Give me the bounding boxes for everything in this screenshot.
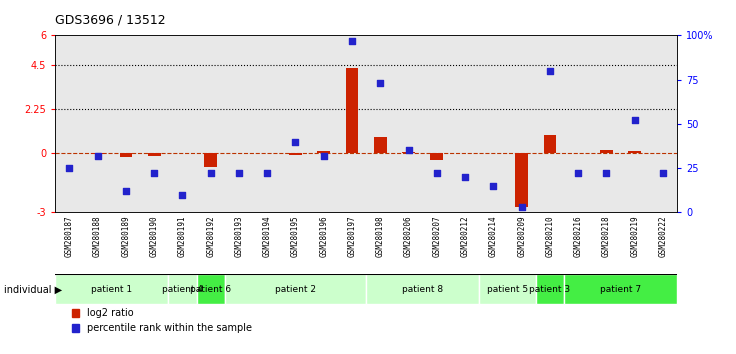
Text: patient 2: patient 2	[275, 285, 316, 294]
Point	[431, 171, 443, 176]
Bar	[629, 151, 641, 153]
Bar	[197, 274, 224, 304]
Point	[261, 171, 273, 176]
Text: patient 7: patient 7	[600, 285, 641, 294]
Point	[516, 204, 528, 210]
Bar	[431, 153, 443, 160]
Point	[92, 153, 104, 159]
Bar	[91, 153, 104, 154]
Point	[657, 171, 669, 176]
Bar	[600, 150, 613, 153]
Text: GSM280210: GSM280210	[545, 216, 554, 257]
Text: GDS3696 / 13512: GDS3696 / 13512	[55, 13, 166, 27]
Legend: log2 ratio, percentile rank within the sample: log2 ratio, percentile rank within the s…	[68, 304, 256, 337]
Point	[487, 183, 499, 189]
Bar	[289, 153, 302, 155]
Point	[459, 174, 471, 180]
Text: GSM280207: GSM280207	[432, 216, 442, 257]
Text: patient 5: patient 5	[487, 285, 528, 294]
Point	[375, 80, 386, 86]
Point	[403, 148, 414, 153]
Point	[573, 171, 584, 176]
Text: GSM280196: GSM280196	[319, 216, 328, 257]
Bar	[317, 151, 330, 153]
Bar	[224, 274, 366, 304]
Bar	[479, 274, 536, 304]
Text: GSM280187: GSM280187	[65, 216, 74, 257]
Bar	[148, 153, 160, 156]
Text: GSM280219: GSM280219	[630, 216, 640, 257]
Bar	[374, 137, 386, 153]
Bar	[346, 68, 358, 153]
Bar	[564, 274, 677, 304]
Text: GSM280188: GSM280188	[93, 216, 102, 257]
Bar	[119, 153, 132, 157]
Point	[544, 68, 556, 74]
Bar	[544, 135, 556, 153]
Text: GSM280194: GSM280194	[263, 216, 272, 257]
Bar	[515, 153, 528, 207]
Bar	[366, 274, 479, 304]
Text: GSM280189: GSM280189	[121, 216, 130, 257]
Text: GSM280190: GSM280190	[149, 216, 159, 257]
Text: GSM280212: GSM280212	[461, 216, 470, 257]
Point	[148, 171, 160, 176]
Point	[601, 171, 612, 176]
Bar	[205, 153, 217, 167]
Bar	[402, 152, 415, 153]
Text: GSM280198: GSM280198	[376, 216, 385, 257]
Point	[346, 38, 358, 44]
Text: GSM280192: GSM280192	[206, 216, 215, 257]
Point	[289, 139, 301, 144]
Point	[629, 118, 640, 123]
Point	[63, 165, 75, 171]
Bar	[55, 274, 169, 304]
Point	[177, 192, 188, 198]
Text: individual ▶: individual ▶	[4, 284, 62, 295]
Text: GSM280197: GSM280197	[347, 216, 356, 257]
Bar	[536, 274, 564, 304]
Point	[205, 171, 216, 176]
Text: GSM280193: GSM280193	[235, 216, 244, 257]
Text: patient 6: patient 6	[190, 285, 231, 294]
Text: GSM280214: GSM280214	[489, 216, 498, 257]
Text: patient 3: patient 3	[529, 285, 570, 294]
Point	[233, 171, 245, 176]
Text: GSM280216: GSM280216	[573, 216, 583, 257]
Text: patient 1: patient 1	[91, 285, 132, 294]
Text: GSM280222: GSM280222	[659, 216, 668, 257]
Point	[318, 153, 330, 159]
Point	[120, 188, 132, 194]
Text: GSM280218: GSM280218	[602, 216, 611, 257]
Text: GSM280195: GSM280195	[291, 216, 300, 257]
Bar	[169, 274, 197, 304]
Text: GSM280206: GSM280206	[404, 216, 413, 257]
Text: GSM280191: GSM280191	[178, 216, 187, 257]
Text: patient 8: patient 8	[402, 285, 443, 294]
Text: patient 4: patient 4	[162, 285, 203, 294]
Text: GSM280209: GSM280209	[517, 216, 526, 257]
